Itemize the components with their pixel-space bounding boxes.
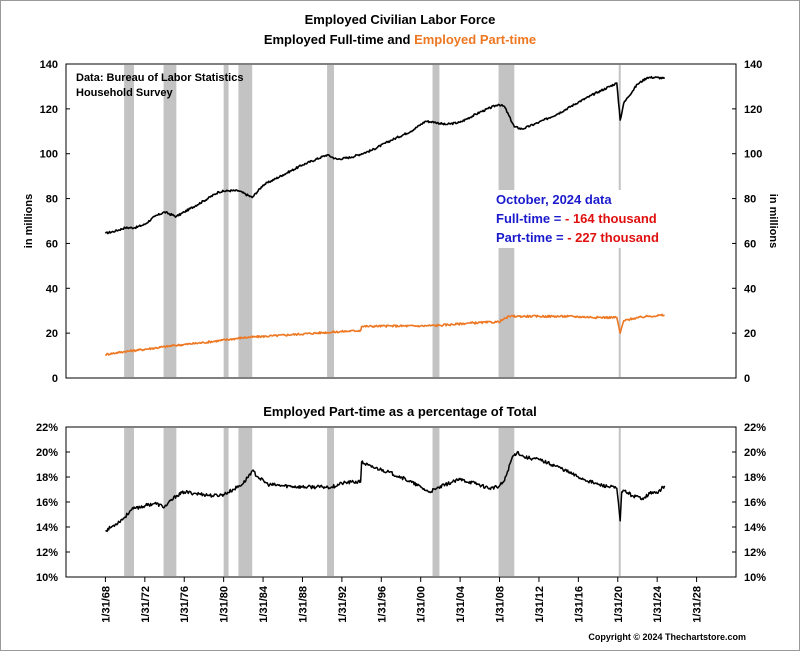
x-tick-label: 1/31/92 [337,586,349,623]
x-tick-label: 1/31/28 [692,586,704,623]
x-tick-label: 1/31/24 [652,585,664,623]
bottom-chart-title: Employed Part-time as a percentage of To… [263,404,537,419]
y-tick-label-left: 10% [36,572,58,584]
recession-band [238,428,253,576]
x-tick-label: 1/31/00 [416,586,428,623]
x-axis-ticks: 1/31/68 1/31/72 1/31/76 1/31/80 1/31/84 1/31/… [100,577,704,623]
y-tick-label-left: 40 [46,283,58,295]
y-tick-label-right: 16% [744,497,766,509]
x-tick-label: 1/31/88 [297,586,309,623]
y-tick-label-left: 22% [36,422,58,434]
bottom-recession-bands [124,428,621,576]
source-note-line1: Data: Bureau of Labor Statistics [76,72,243,84]
recession-band [124,428,134,576]
callout-parttime: Part-time = - 227 thousand [496,230,659,245]
copyright: Copyright © 2024 Thechartstore.com [588,632,746,642]
y-tick-label-right: 22% [744,422,766,434]
x-tick-label: 1/31/04 [455,585,467,623]
callout-fulltime-label: Full-time = [496,211,562,226]
y-tick-label-right: 12% [744,547,766,559]
chart-subtitle: Employed Full-time and Employed Part-tim… [264,32,536,47]
bottom-series-line [105,450,666,533]
top-plot-area [65,63,737,379]
y-tick-label-left: 120 [40,104,58,116]
bottom-axis-ticks: 10% 10% 12% 12% 14% 14% 16% 16% 18% 18% 20% 20% 22% 2… [36,422,766,584]
top-y-label-left: in millions [23,194,35,248]
x-tick-label: 1/31/68 [100,586,112,623]
top-series-lines [104,75,666,356]
y-tick-label-left: 100 [40,149,58,161]
recession-band [163,65,177,377]
y-tick-label-left: 14% [36,522,58,534]
y-tick-label-left: 16% [36,497,58,509]
y-tick-label-right: 20% [744,447,766,459]
y-tick-label-left: 20% [36,447,58,459]
recession-band [223,428,229,576]
y-tick-label-left: 20 [46,328,58,340]
chart-title: Employed Civilian Labor Force [305,12,496,27]
recession-band [327,65,334,377]
subtitle-parttime: Employed Part-time [414,32,536,47]
x-tick-label: 1/31/96 [376,586,388,623]
x-tick-label: 1/31/16 [573,586,585,623]
y-tick-label-right: 20 [744,328,756,340]
y-tick-label-right: 18% [744,472,766,484]
callout-fulltime: Full-time = - 164 thousand [496,211,657,226]
top-y-label-right: in millions [767,194,779,248]
y-tick-label-right: 140 [744,59,762,71]
y-tick-label-right: 80 [744,194,756,206]
y-tick-label-left: 0 [52,373,58,385]
y-tick-label-right: 0 [744,373,750,385]
y-tick-label-right: 60 [744,238,756,250]
x-tick-label: 1/31/08 [495,586,507,623]
recession-band [432,428,440,576]
y-tick-label-right: 14% [744,522,766,534]
y-tick-label-right: 120 [744,104,762,116]
y-tick-label-left: 12% [36,547,58,559]
top-recession-bands [124,65,621,377]
y-tick-label-right: 10% [744,572,766,584]
x-tick-label: 1/31/20 [613,586,625,623]
y-tick-label-right: 40 [744,283,756,295]
recession-band [432,65,440,377]
recession-band [618,428,621,576]
y-tick-label-right: 100 [744,149,762,161]
parttime-percent-line [105,450,666,533]
source-note-line2: Household Survey [76,87,173,99]
top-axis-ticks: 0 0 20 20 40 40 60 60 80 80 100 100 120 120 140 140 [40,59,763,385]
recession-band [163,428,177,576]
x-tick-label: 1/31/84 [258,585,270,623]
x-tick-label: 1/31/80 [219,586,231,623]
y-tick-label-left: 60 [46,238,58,250]
fulltime-line [104,75,666,235]
recession-band [498,428,515,576]
callout-heading: October, 2024 data [496,192,612,207]
y-tick-label-left: 140 [40,59,58,71]
parttime-line [104,313,665,356]
x-tick-label: 1/31/76 [179,586,191,623]
callout-parttime-value: - 227 thousand [567,230,659,245]
y-tick-label-left: 18% [36,472,58,484]
x-tick-label: 1/31/72 [140,586,152,623]
callout-box [494,190,676,248]
callout-parttime-label: Part-time = [496,230,564,245]
recession-band [327,428,334,576]
subtitle-fulltime: Employed Full-time and [264,32,411,47]
recession-band [124,65,134,377]
x-tick-label: 1/31/12 [534,586,546,623]
recession-band [223,65,229,377]
callout-fulltime-value: - 164 thousand [565,211,657,226]
recession-band [238,65,253,377]
y-tick-label-left: 80 [46,194,58,206]
